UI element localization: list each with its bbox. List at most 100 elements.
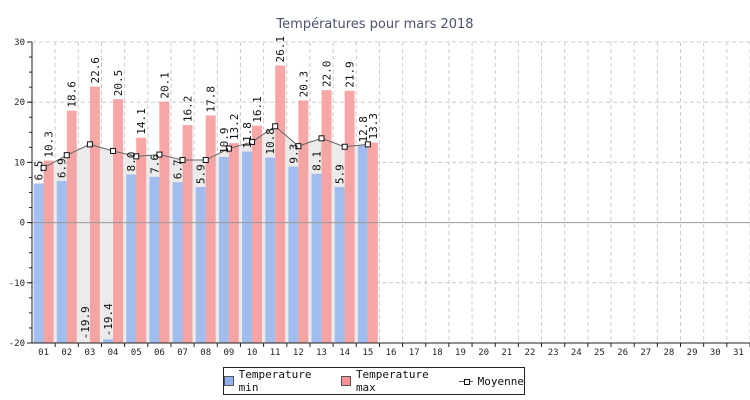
bar-min bbox=[172, 182, 183, 343]
legend-item-max: Temperature max bbox=[341, 368, 450, 394]
x-tick-label: 28 bbox=[664, 348, 675, 358]
bar-max bbox=[89, 86, 100, 343]
mean-point bbox=[364, 141, 371, 148]
data-labels: 6.5 6.9 -19.9 -19.4 8.0 7.6 6.7 5.9 10.9 11.8 10.8… bbox=[33, 36, 380, 339]
axes: 30 20 10 0 -10 -20 01 02 03 04 05 06 07 08 09 10 11 12 13 1… bbox=[9, 38, 750, 358]
mean-point bbox=[249, 138, 256, 145]
bar-max bbox=[275, 65, 286, 343]
data-label-max: 10.3 bbox=[43, 131, 56, 158]
x-tick-label: 04 bbox=[108, 348, 119, 358]
data-label-max: 22.0 bbox=[320, 61, 333, 88]
chart-title: Températures pour mars 2018 bbox=[275, 17, 473, 32]
x-tick-label: 11 bbox=[270, 348, 281, 358]
legend-label-max: Temperature max bbox=[355, 368, 429, 394]
y-tick-label: 20 bbox=[14, 98, 25, 108]
data-label-min: 7.6 bbox=[148, 154, 161, 174]
y-tick-label: 10 bbox=[14, 158, 25, 168]
x-tick-label: 31 bbox=[733, 348, 744, 358]
mean-point bbox=[225, 145, 232, 152]
data-label-min: 8.0 bbox=[125, 152, 138, 172]
legend-swatch-mean bbox=[458, 376, 473, 386]
y-tick-label: -10 bbox=[9, 279, 25, 289]
legend-item-mean: Moyenne bbox=[458, 374, 524, 388]
x-tick-label: 05 bbox=[131, 348, 142, 358]
bar-min bbox=[103, 339, 114, 343]
legend-item-min: Temperature min bbox=[224, 368, 333, 394]
legend-label-mean: Moyenne bbox=[477, 374, 524, 388]
mean-point bbox=[272, 123, 279, 130]
data-label-max: 13.2 bbox=[228, 114, 241, 141]
x-tick-label: 23 bbox=[548, 348, 559, 358]
legend-label-min: Temperature min bbox=[238, 368, 312, 394]
bar-min bbox=[126, 174, 137, 343]
data-label-min: 12.8 bbox=[357, 116, 370, 143]
bar-max bbox=[367, 142, 378, 343]
y-tick-label: 0 bbox=[20, 219, 25, 229]
bar-max bbox=[136, 137, 147, 343]
x-tick-label: 15 bbox=[362, 348, 373, 358]
bar-max bbox=[344, 90, 355, 344]
x-tick-label: 25 bbox=[594, 348, 605, 358]
x-tick-label: 02 bbox=[61, 348, 72, 358]
x-tick-label: 13 bbox=[316, 348, 327, 358]
data-label-min: 6.9 bbox=[56, 158, 69, 178]
data-label-max: 21.9 bbox=[344, 61, 357, 88]
bar-max bbox=[113, 99, 124, 343]
bar-max bbox=[66, 110, 77, 344]
bar-min bbox=[242, 151, 253, 343]
bar-min bbox=[56, 181, 67, 343]
data-label-min: 5.9 bbox=[195, 164, 208, 184]
data-label-max: 26.1 bbox=[274, 36, 287, 63]
x-tick-label: 29 bbox=[687, 348, 698, 358]
x-tick-label: 17 bbox=[409, 348, 420, 358]
data-label-min: -19.4 bbox=[102, 303, 115, 336]
y-tick-label: 30 bbox=[14, 38, 25, 48]
mean-point bbox=[202, 156, 209, 163]
bar-min bbox=[33, 183, 44, 343]
x-tick-label: 24 bbox=[571, 348, 582, 358]
x-tick-label: 03 bbox=[84, 348, 95, 358]
legend-swatch-max bbox=[341, 376, 351, 386]
data-label-max: 22.6 bbox=[89, 57, 102, 84]
mean-point bbox=[63, 152, 70, 159]
data-label-min: 8.1 bbox=[311, 151, 324, 171]
bar-max bbox=[252, 125, 262, 343]
data-label-min: 5.9 bbox=[334, 164, 347, 184]
x-tick-label: 27 bbox=[640, 348, 651, 358]
x-tick-label: 19 bbox=[455, 348, 466, 358]
x-tick-label: 30 bbox=[710, 348, 721, 358]
x-tick-label: 12 bbox=[293, 348, 304, 358]
x-tick-label: 21 bbox=[501, 348, 512, 358]
legend-swatch-min bbox=[224, 376, 234, 386]
mean-point bbox=[40, 164, 47, 171]
mean-line bbox=[40, 123, 371, 171]
data-label-min: 9.3 bbox=[287, 144, 300, 164]
bar-min bbox=[288, 166, 299, 343]
bar-min bbox=[149, 176, 160, 343]
mean-point bbox=[86, 141, 93, 148]
mean-point bbox=[110, 147, 117, 154]
bar-min bbox=[357, 145, 368, 343]
mean-point bbox=[133, 153, 140, 160]
mean-point bbox=[295, 143, 302, 150]
x-tick-label: 06 bbox=[154, 348, 165, 358]
mean-point bbox=[156, 151, 163, 158]
bar-max bbox=[205, 115, 216, 343]
x-tick-label: 01 bbox=[38, 348, 49, 358]
bar-min bbox=[334, 187, 345, 343]
data-label-min: -19.9 bbox=[79, 306, 92, 339]
x-tick-label: 10 bbox=[247, 348, 258, 358]
data-label-max: 20.3 bbox=[297, 71, 310, 98]
data-label-max: 20.1 bbox=[158, 72, 171, 99]
mean-point bbox=[179, 156, 186, 163]
mean-point bbox=[318, 135, 325, 142]
bar-max bbox=[228, 143, 239, 343]
data-label-max: 16.1 bbox=[251, 96, 264, 123]
data-label-min: 10.8 bbox=[264, 128, 277, 155]
data-label-max: 16.2 bbox=[182, 96, 195, 123]
x-tick-label: 16 bbox=[386, 348, 397, 358]
x-tick-label: 26 bbox=[617, 348, 628, 358]
data-label-min: 10.9 bbox=[218, 127, 231, 154]
bar-max bbox=[321, 90, 332, 343]
